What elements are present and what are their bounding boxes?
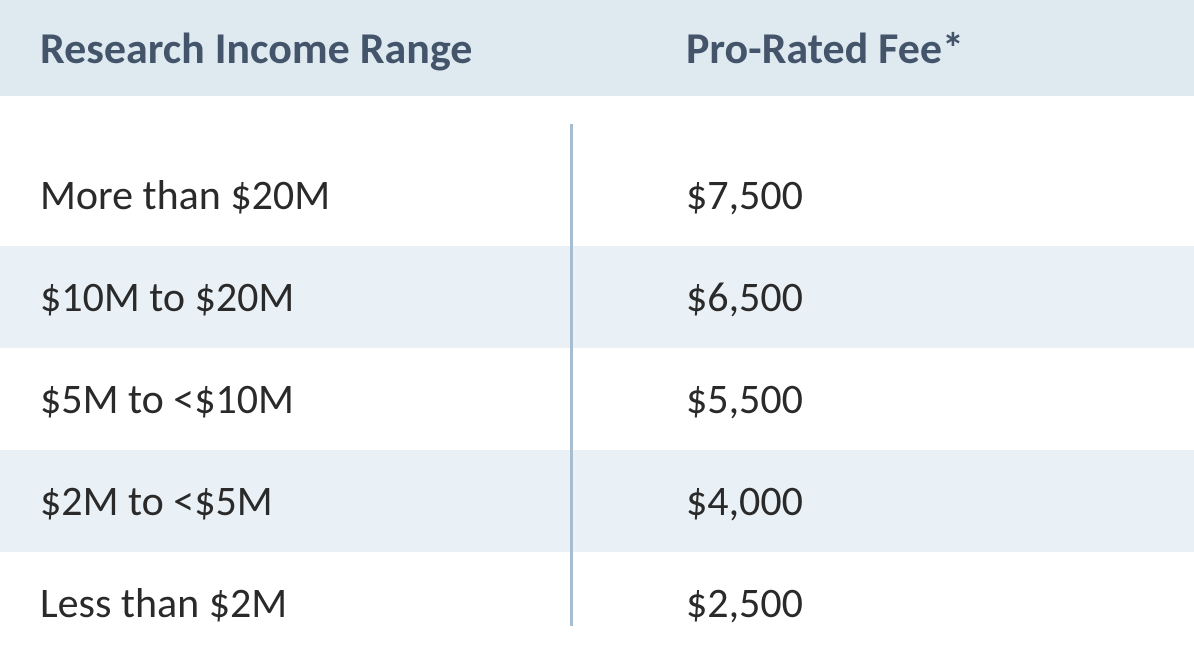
table-row: Less than $2M $2,500 bbox=[0, 552, 1194, 654]
header-gap bbox=[0, 96, 1194, 144]
cell-range: $10M to $20M bbox=[0, 246, 570, 348]
column-header-fee: Pro-Rated Fee* bbox=[570, 0, 1194, 96]
cell-fee: $4,000 bbox=[570, 450, 1194, 552]
cell-range: Less than $2M bbox=[0, 552, 570, 654]
cell-range: More than $20M bbox=[0, 144, 570, 246]
cell-fee: $7,500 bbox=[570, 144, 1194, 246]
table-row: $5M to <$10M $5,500 bbox=[0, 348, 1194, 450]
cell-range: $5M to <$10M bbox=[0, 348, 570, 450]
table-header-row: Research Income Range Pro-Rated Fee* bbox=[0, 0, 1194, 96]
table-row: $10M to $20M $6,500 bbox=[0, 246, 1194, 348]
cell-fee: $2,500 bbox=[570, 552, 1194, 654]
fee-table: Research Income Range Pro-Rated Fee* Mor… bbox=[0, 0, 1194, 654]
column-header-range: Research Income Range bbox=[0, 0, 570, 96]
cell-range: $2M to <$5M bbox=[0, 450, 570, 552]
cell-fee: $6,500 bbox=[570, 246, 1194, 348]
cell-fee: $5,500 bbox=[570, 348, 1194, 450]
table-row: More than $20M $7,500 bbox=[0, 144, 1194, 246]
table-row: $2M to <$5M $4,000 bbox=[0, 450, 1194, 552]
